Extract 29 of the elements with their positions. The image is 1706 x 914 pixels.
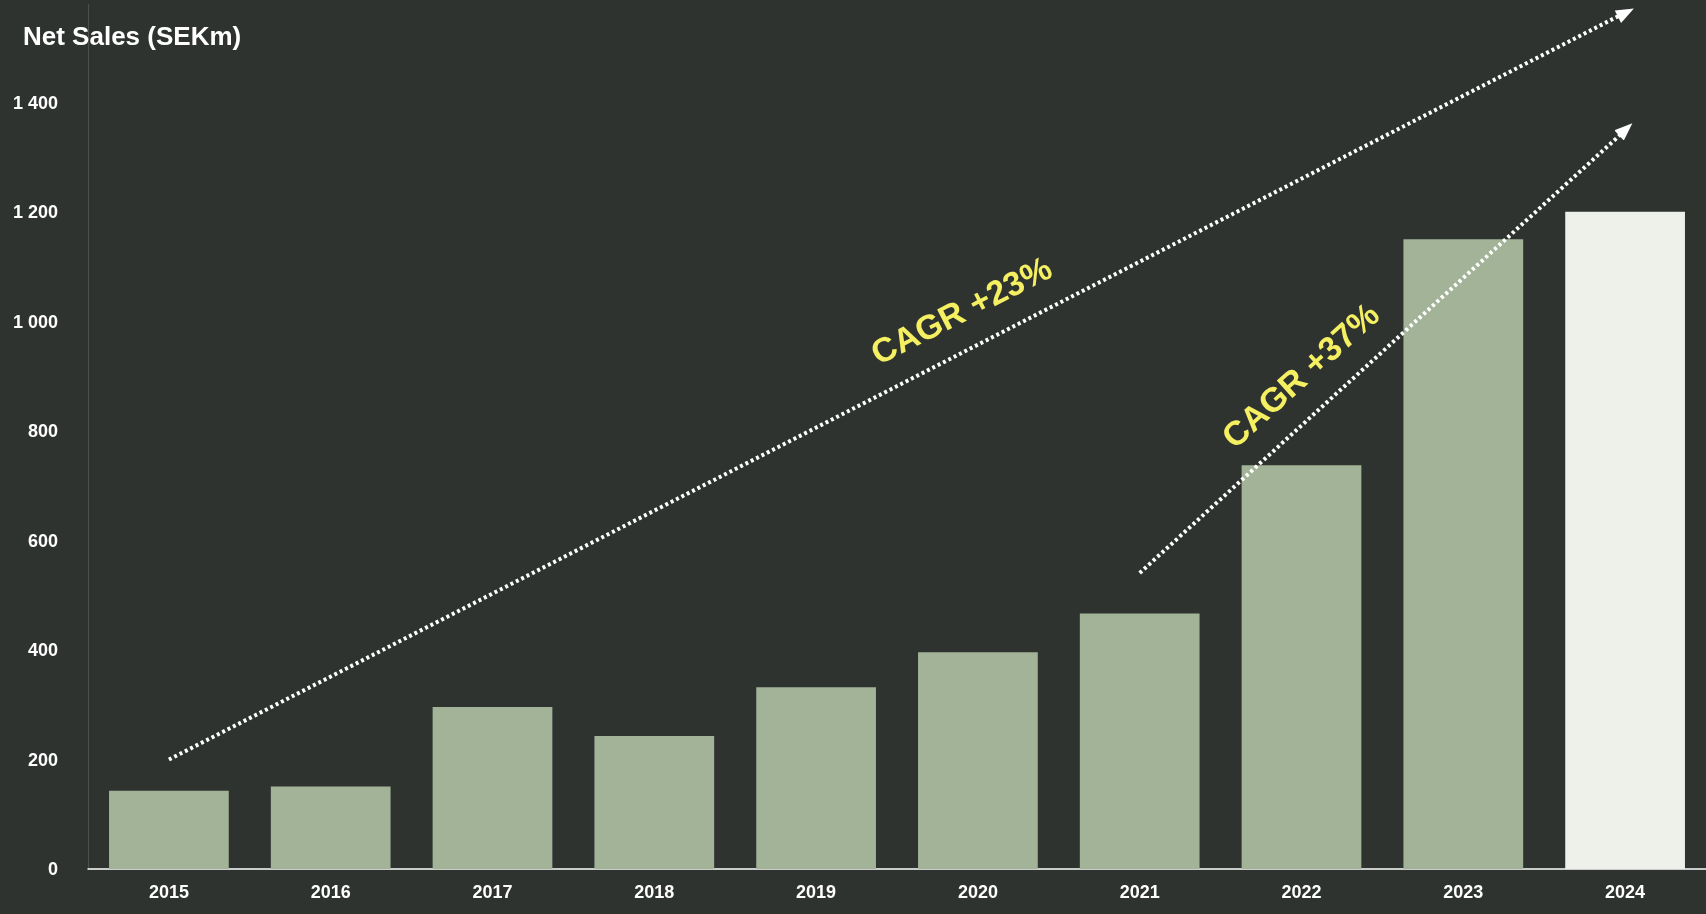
text: Net Sales (SEKm) <box>23 21 242 51</box>
x-tick-label: 2020 <box>957 882 998 902</box>
x-tick-label: 2017 <box>472 882 513 902</box>
bar <box>1079 613 1200 869</box>
y-tick-label: 400 <box>27 640 58 661</box>
bar <box>918 652 1038 869</box>
y-tick-label: 1 400 <box>12 92 58 113</box>
bar <box>109 790 229 869</box>
x-tick-label: 2015 <box>148 882 189 902</box>
bar <box>756 687 876 869</box>
y-tick-label: 1 200 <box>12 202 58 223</box>
bar <box>1241 465 1362 869</box>
y-tick-label: 0 <box>47 859 58 879</box>
x-tick-label: 2024 <box>1605 882 1646 902</box>
bar <box>270 786 391 869</box>
bar <box>432 707 553 869</box>
x-tick-label: 2022 <box>1281 882 1322 902</box>
y-tick-label: 200 <box>27 749 58 770</box>
x-tick-label: 2018 <box>634 882 675 902</box>
bar <box>1403 239 1524 869</box>
bar <box>1565 211 1685 869</box>
bar <box>594 736 715 869</box>
y-tick-label: 600 <box>27 530 58 551</box>
x-tick-label: 2016 <box>310 882 351 902</box>
y-tick-label: 800 <box>27 421 58 442</box>
y-tick-label: 1 000 <box>12 311 58 332</box>
x-tick-label: 2023 <box>1443 882 1484 902</box>
x-tick-label: 2019 <box>796 882 837 902</box>
x-tick-label: 2021 <box>1119 882 1160 902</box>
